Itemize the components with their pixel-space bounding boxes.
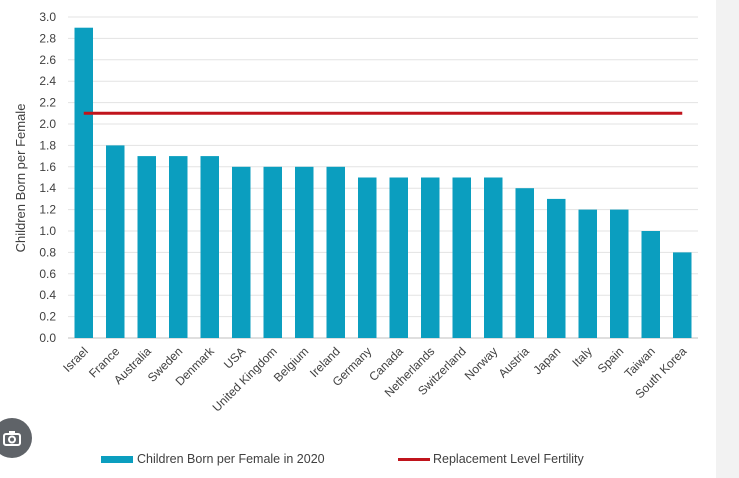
bars <box>74 27 692 338</box>
legend-bar-swatch <box>101 455 133 463</box>
y-axis-label: Children Born per Female <box>13 104 28 253</box>
bar <box>106 145 125 338</box>
legend-bar-label: Children Born per Female in 2020 <box>137 452 325 466</box>
y-tick-label: 2.0 <box>39 117 56 131</box>
bar <box>200 156 219 338</box>
legend-line-swatch <box>398 457 430 461</box>
y-tick-label: 2.8 <box>39 31 56 45</box>
y-tick-label: 1.6 <box>39 160 56 174</box>
y-tick-label: 1.2 <box>39 203 56 217</box>
lens-icon[interactable] <box>0 418 32 458</box>
bar <box>641 231 660 338</box>
x-tick-label: Belgium <box>271 344 312 385</box>
bar <box>263 166 282 338</box>
bar <box>547 198 566 338</box>
x-tick-label: USA <box>221 344 248 371</box>
bar <box>610 209 629 338</box>
bar <box>421 177 440 338</box>
y-tick-label: 2.4 <box>39 74 56 88</box>
gridlines <box>68 16 698 339</box>
chart-panel: 0.0 0.2 0.4 0.6 0.8 1.0 1.2 1.4 1.6 1.8 2.0 2.2 2.4 2… <box>13 10 698 467</box>
legend-item-bars: Children Born per Female in 2020 <box>101 451 325 467</box>
y-tick-label: 0.6 <box>39 267 56 281</box>
y-tick-label: 2.6 <box>39 53 56 67</box>
y-tick-label: 1.8 <box>39 138 56 152</box>
bar <box>74 27 93 338</box>
legend-item-line: Replacement Level Fertility <box>398 451 584 467</box>
bar <box>673 252 692 338</box>
x-tick-label: Italy <box>569 344 594 369</box>
legend-line-label: Replacement Level Fertility <box>433 452 584 466</box>
bar <box>452 177 471 338</box>
y-tick-label: 1.4 <box>39 181 56 195</box>
x-tick-label: Japan <box>530 344 563 377</box>
bar <box>358 177 377 338</box>
fertility-bar-chart: 0.0 0.2 0.4 0.6 0.8 1.0 1.2 1.4 1.6 1.8 2.0 2.2 2.4 2… <box>13 10 698 415</box>
bar <box>515 188 534 338</box>
bar <box>484 177 503 338</box>
y-tick-label: 1.0 <box>39 224 56 238</box>
bar <box>389 177 408 338</box>
x-tick-label: Norway <box>462 344 501 383</box>
y-tick-label: 2.2 <box>39 96 56 110</box>
y-tick-label: 0.8 <box>39 245 56 259</box>
y-tick-label: 0.2 <box>39 310 56 324</box>
y-tick-labels: 0.0 0.2 0.4 0.6 0.8 1.0 1.2 1.4 1.6 1.8 2.0 2.2 2.4 2… <box>39 10 56 345</box>
x-tick-label: Austria <box>496 344 533 381</box>
camera-icon <box>3 431 21 446</box>
y-tick-label: 3.0 <box>39 10 56 24</box>
bar <box>137 156 156 338</box>
right-side-strip <box>716 0 739 478</box>
y-tick-label: 0.4 <box>39 288 56 302</box>
bar <box>232 166 251 338</box>
y-tick-label: 0.0 <box>39 331 56 345</box>
bar <box>326 166 345 338</box>
bar <box>295 166 314 338</box>
bar <box>169 156 188 338</box>
bar <box>578 209 597 338</box>
